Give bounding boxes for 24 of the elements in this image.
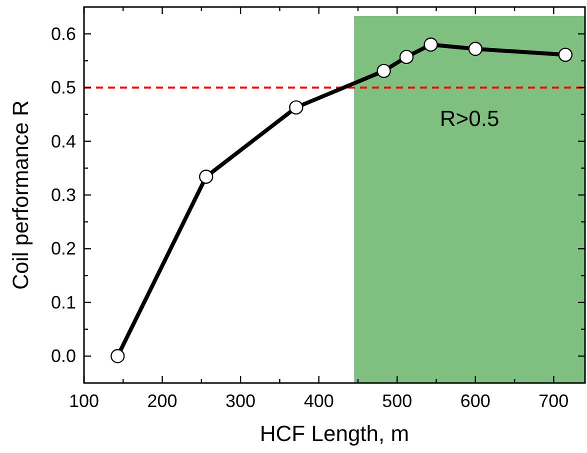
- x-axis-title: HCF Length, m: [260, 421, 410, 446]
- point: [376, 64, 391, 78]
- y-tick-label: 0.5: [50, 78, 76, 98]
- y-tick-label: 0.6: [50, 24, 76, 44]
- point: [558, 48, 573, 62]
- point: [199, 170, 214, 184]
- y-tick-label: 0.0: [50, 346, 76, 366]
- y-axis-title: Coil performance R: [8, 100, 33, 290]
- x-tick-label: 300: [226, 391, 256, 411]
- band-label: R>0.5: [440, 106, 500, 132]
- y-tick-label: 0.1: [50, 292, 76, 312]
- point: [399, 50, 414, 64]
- point: [289, 100, 304, 115]
- point: [424, 38, 438, 52]
- y-tick-label: 0.4: [50, 131, 76, 152]
- x-tick-label: 600: [460, 391, 490, 411]
- x-tick-label: 500: [382, 391, 412, 411]
- x-tick-label: 700: [538, 391, 569, 411]
- x-tick-label: 200: [147, 391, 178, 411]
- x-tick-label: 100: [68, 391, 100, 411]
- y-tick-label: 0.2: [50, 238, 76, 259]
- point: [468, 42, 483, 56]
- x-tick-label: 400: [304, 391, 334, 411]
- y-tick-label: 0.3: [50, 185, 76, 205]
